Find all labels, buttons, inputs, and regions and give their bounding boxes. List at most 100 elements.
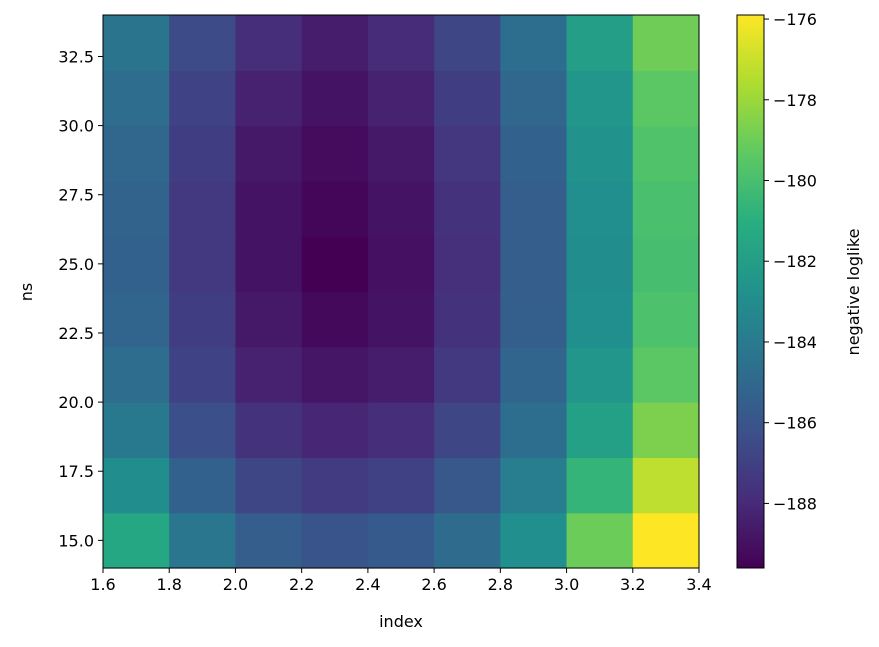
heatmap-cell xyxy=(500,512,568,569)
heatmap-cell xyxy=(301,346,369,403)
heatmap-cell xyxy=(169,15,237,71)
heatmap-cell xyxy=(301,236,369,293)
heatmap-cell xyxy=(434,402,501,458)
heatmap-cell xyxy=(566,125,634,182)
heatmap-cell xyxy=(169,180,237,237)
heatmap-cell xyxy=(301,512,369,569)
heatmap-cell xyxy=(301,457,369,514)
heatmap-cell xyxy=(632,236,700,293)
heatmap-cell xyxy=(434,457,501,514)
colorbar-tick-label: −184 xyxy=(773,333,817,352)
y-tick-label: 30.0 xyxy=(58,117,94,136)
heatmap-cell xyxy=(500,70,568,127)
heatmap-cell xyxy=(566,402,634,458)
colorbar-ticks: −188 −186 −184 −182 −180 −178 −176 xyxy=(764,10,817,513)
heatmap-cell xyxy=(103,70,170,127)
heatmap-cell xyxy=(500,125,568,182)
x-tick-label: 2.6 xyxy=(421,575,446,594)
heatmap-cell xyxy=(434,180,501,237)
y-tick-label: 32.5 xyxy=(58,47,94,66)
plot-frame xyxy=(102,14,700,569)
heatmap-cell xyxy=(235,236,303,293)
heatmap-cell xyxy=(367,291,435,348)
heatmap-cell xyxy=(169,70,237,127)
y-tick-label: 27.5 xyxy=(58,186,94,205)
heatmap-cell xyxy=(632,402,700,458)
heatmap-cell xyxy=(632,346,700,403)
heatmap-cell xyxy=(566,70,634,127)
colorbar-tick-label: −188 xyxy=(773,494,817,513)
heatmap-cell xyxy=(103,346,170,403)
heatmap-cell xyxy=(235,512,303,569)
heatmap-cell xyxy=(566,457,634,514)
heatmap-cell xyxy=(367,180,435,237)
y-tick-label: 17.5 xyxy=(58,462,94,481)
heatmap-cell xyxy=(169,402,237,458)
colorbar-tick-label: −182 xyxy=(773,252,817,271)
colorbar-label: negative loglike xyxy=(844,229,863,356)
colorbar-tick-label: −178 xyxy=(773,91,817,110)
heatmap-cell xyxy=(103,457,170,514)
heatmap-cell xyxy=(367,402,435,458)
heatmap-cell xyxy=(301,15,369,71)
heatmap-cell xyxy=(566,291,634,348)
heatmap-cell xyxy=(566,512,634,569)
heatmap-cell xyxy=(103,236,170,293)
heatmap-cell xyxy=(434,512,501,569)
x-tick-label: 3.2 xyxy=(620,575,645,594)
heatmap-cell xyxy=(367,236,435,293)
heatmap-cell xyxy=(632,457,700,514)
x-tick-label: 2.0 xyxy=(223,575,248,594)
heatmap-cell xyxy=(301,70,369,127)
heatmap-cell xyxy=(235,402,303,458)
heatmap-cell xyxy=(632,180,700,237)
y-tick-label: 25.0 xyxy=(58,255,94,274)
heatmap-cell xyxy=(235,180,303,237)
heatmap-cell xyxy=(103,125,170,182)
heatmap-cell xyxy=(235,70,303,127)
heatmap-cell xyxy=(434,70,501,127)
heatmap-cell xyxy=(500,457,568,514)
x-tick-label: 1.8 xyxy=(156,575,181,594)
heatmap-cell xyxy=(632,15,700,71)
heatmap-cell xyxy=(566,346,634,403)
heatmap-cell xyxy=(169,291,237,348)
x-tick-label: 2.8 xyxy=(488,575,513,594)
heatmap-cell xyxy=(367,346,435,403)
heatmap-cell xyxy=(632,70,700,127)
y-axis-ticks: 15.0 17.5 20.0 22.5 25.0 27.5 30.0 32.5 xyxy=(58,47,103,550)
heatmap-cell xyxy=(103,512,170,569)
heatmap-cell xyxy=(103,180,170,237)
heatmap-cell xyxy=(169,457,237,514)
heatmap-cell xyxy=(301,125,369,182)
heatmap-cell xyxy=(434,125,501,182)
heatmap-cell xyxy=(434,236,501,293)
heatmap-cell xyxy=(500,15,568,71)
heatmap-cell xyxy=(434,291,501,348)
colorbar-tick-label: −186 xyxy=(773,414,817,433)
heatmap-cell xyxy=(235,457,303,514)
heatmap-cell xyxy=(301,402,369,458)
heatmap-cell xyxy=(235,291,303,348)
heatmap-cell xyxy=(500,236,568,293)
x-axis-label: index xyxy=(379,612,423,631)
heatmap-cell xyxy=(367,125,435,182)
x-axis-ticks: 1.6 1.8 2.0 2.2 2.4 2.6 2.8 3.0 3.2 3.4 xyxy=(90,568,712,594)
heatmap-cell xyxy=(367,457,435,514)
x-tick-label: 1.6 xyxy=(90,575,115,594)
heatmap-cell xyxy=(103,15,170,71)
heatmap-cell xyxy=(103,291,170,348)
heatmap-cell xyxy=(434,346,501,403)
heatmap-cells xyxy=(103,15,700,569)
heatmap-cell xyxy=(169,236,237,293)
x-tick-label: 3.0 xyxy=(554,575,579,594)
heatmap-cell xyxy=(367,512,435,569)
heatmap-cell xyxy=(169,125,237,182)
y-tick-label: 22.5 xyxy=(58,324,94,343)
heatmap-cell xyxy=(566,15,634,71)
heatmap-cell xyxy=(169,346,237,403)
heatmap-cell xyxy=(632,125,700,182)
heatmap-cell xyxy=(367,70,435,127)
x-tick-label: 3.4 xyxy=(686,575,711,594)
